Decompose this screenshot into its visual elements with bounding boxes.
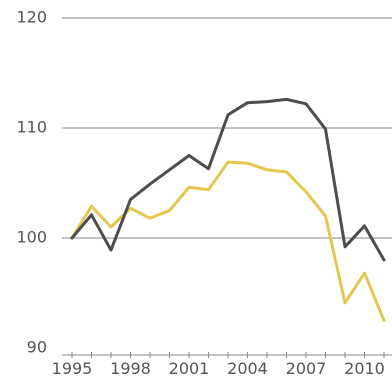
y-tick-label: 120 xyxy=(16,8,47,27)
series-line-2 xyxy=(70,160,386,322)
y-tick-label: 90 xyxy=(27,338,47,357)
x-tick-label: 1998 xyxy=(110,359,151,378)
x-tick-label: 1995 xyxy=(52,359,93,378)
x-tick-label: 2004 xyxy=(227,359,268,378)
x-tick-label: 2001 xyxy=(169,359,210,378)
series-line-1 xyxy=(70,97,386,262)
x-tick-label: 2010 xyxy=(344,359,385,378)
x-tick-label: 2007 xyxy=(286,359,327,378)
y-tick-label: 100 xyxy=(16,228,47,247)
y-tick-label: 110 xyxy=(16,118,47,137)
